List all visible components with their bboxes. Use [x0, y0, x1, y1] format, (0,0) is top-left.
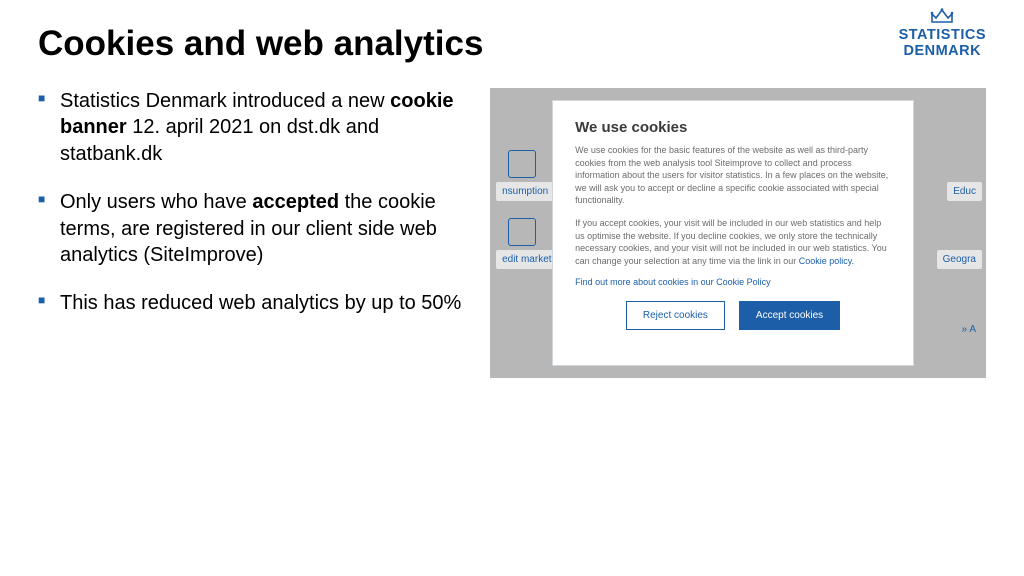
cookie-dialog: We use cookies We use cookies for the ba…	[552, 100, 914, 366]
bullet-bold: accepted	[252, 191, 339, 213]
cookie-policy-line[interactable]: Find out more about cookies in our Cooki…	[575, 277, 891, 287]
bullet-item: Statistics Denmark introduced a new cook…	[38, 88, 470, 167]
bullet-item: Only users who have accepted the cookie …	[38, 189, 470, 268]
bg-label: nsumption	[496, 182, 554, 201]
cookie-button-row: Reject cookies Accept cookies	[575, 301, 891, 330]
cookie-dialog-title: We use cookies	[575, 119, 891, 136]
bg-label: Geogra	[937, 250, 982, 269]
bullet-text: Statistics Denmark introduced a new	[60, 90, 390, 112]
bg-icon	[508, 150, 536, 178]
accept-cookies-button[interactable]: Accept cookies	[739, 301, 840, 330]
reject-cookies-button[interactable]: Reject cookies	[626, 301, 725, 330]
bullet-text: This has reduced web analytics by up to …	[60, 292, 461, 314]
bg-icon	[508, 218, 536, 246]
bullet-text: Only users who have	[60, 191, 252, 213]
crown-icon	[899, 8, 986, 28]
cookie-screenshot: nsumption edit market Educ Geogra » A We…	[490, 88, 986, 378]
bg-label: Educ	[947, 182, 982, 201]
logo: STATISTICS DENMARK	[899, 8, 986, 60]
bullet-item: This has reduced web analytics by up to …	[38, 290, 470, 316]
cookie-policy-link[interactable]: Cookie policy.	[799, 256, 854, 266]
logo-line2: DENMARK	[899, 44, 986, 60]
logo-line1: STATISTICS	[899, 28, 986, 44]
slide-title: Cookies and web analytics	[38, 24, 986, 64]
bullet-list: Statistics Denmark introduced a new cook…	[38, 88, 470, 378]
bg-label: » A	[956, 320, 982, 339]
cookie-paragraph: If you accept cookies, your visit will b…	[575, 217, 891, 267]
bg-label: edit market	[496, 250, 557, 269]
cookie-paragraph: We use cookies for the basic features of…	[575, 144, 891, 207]
